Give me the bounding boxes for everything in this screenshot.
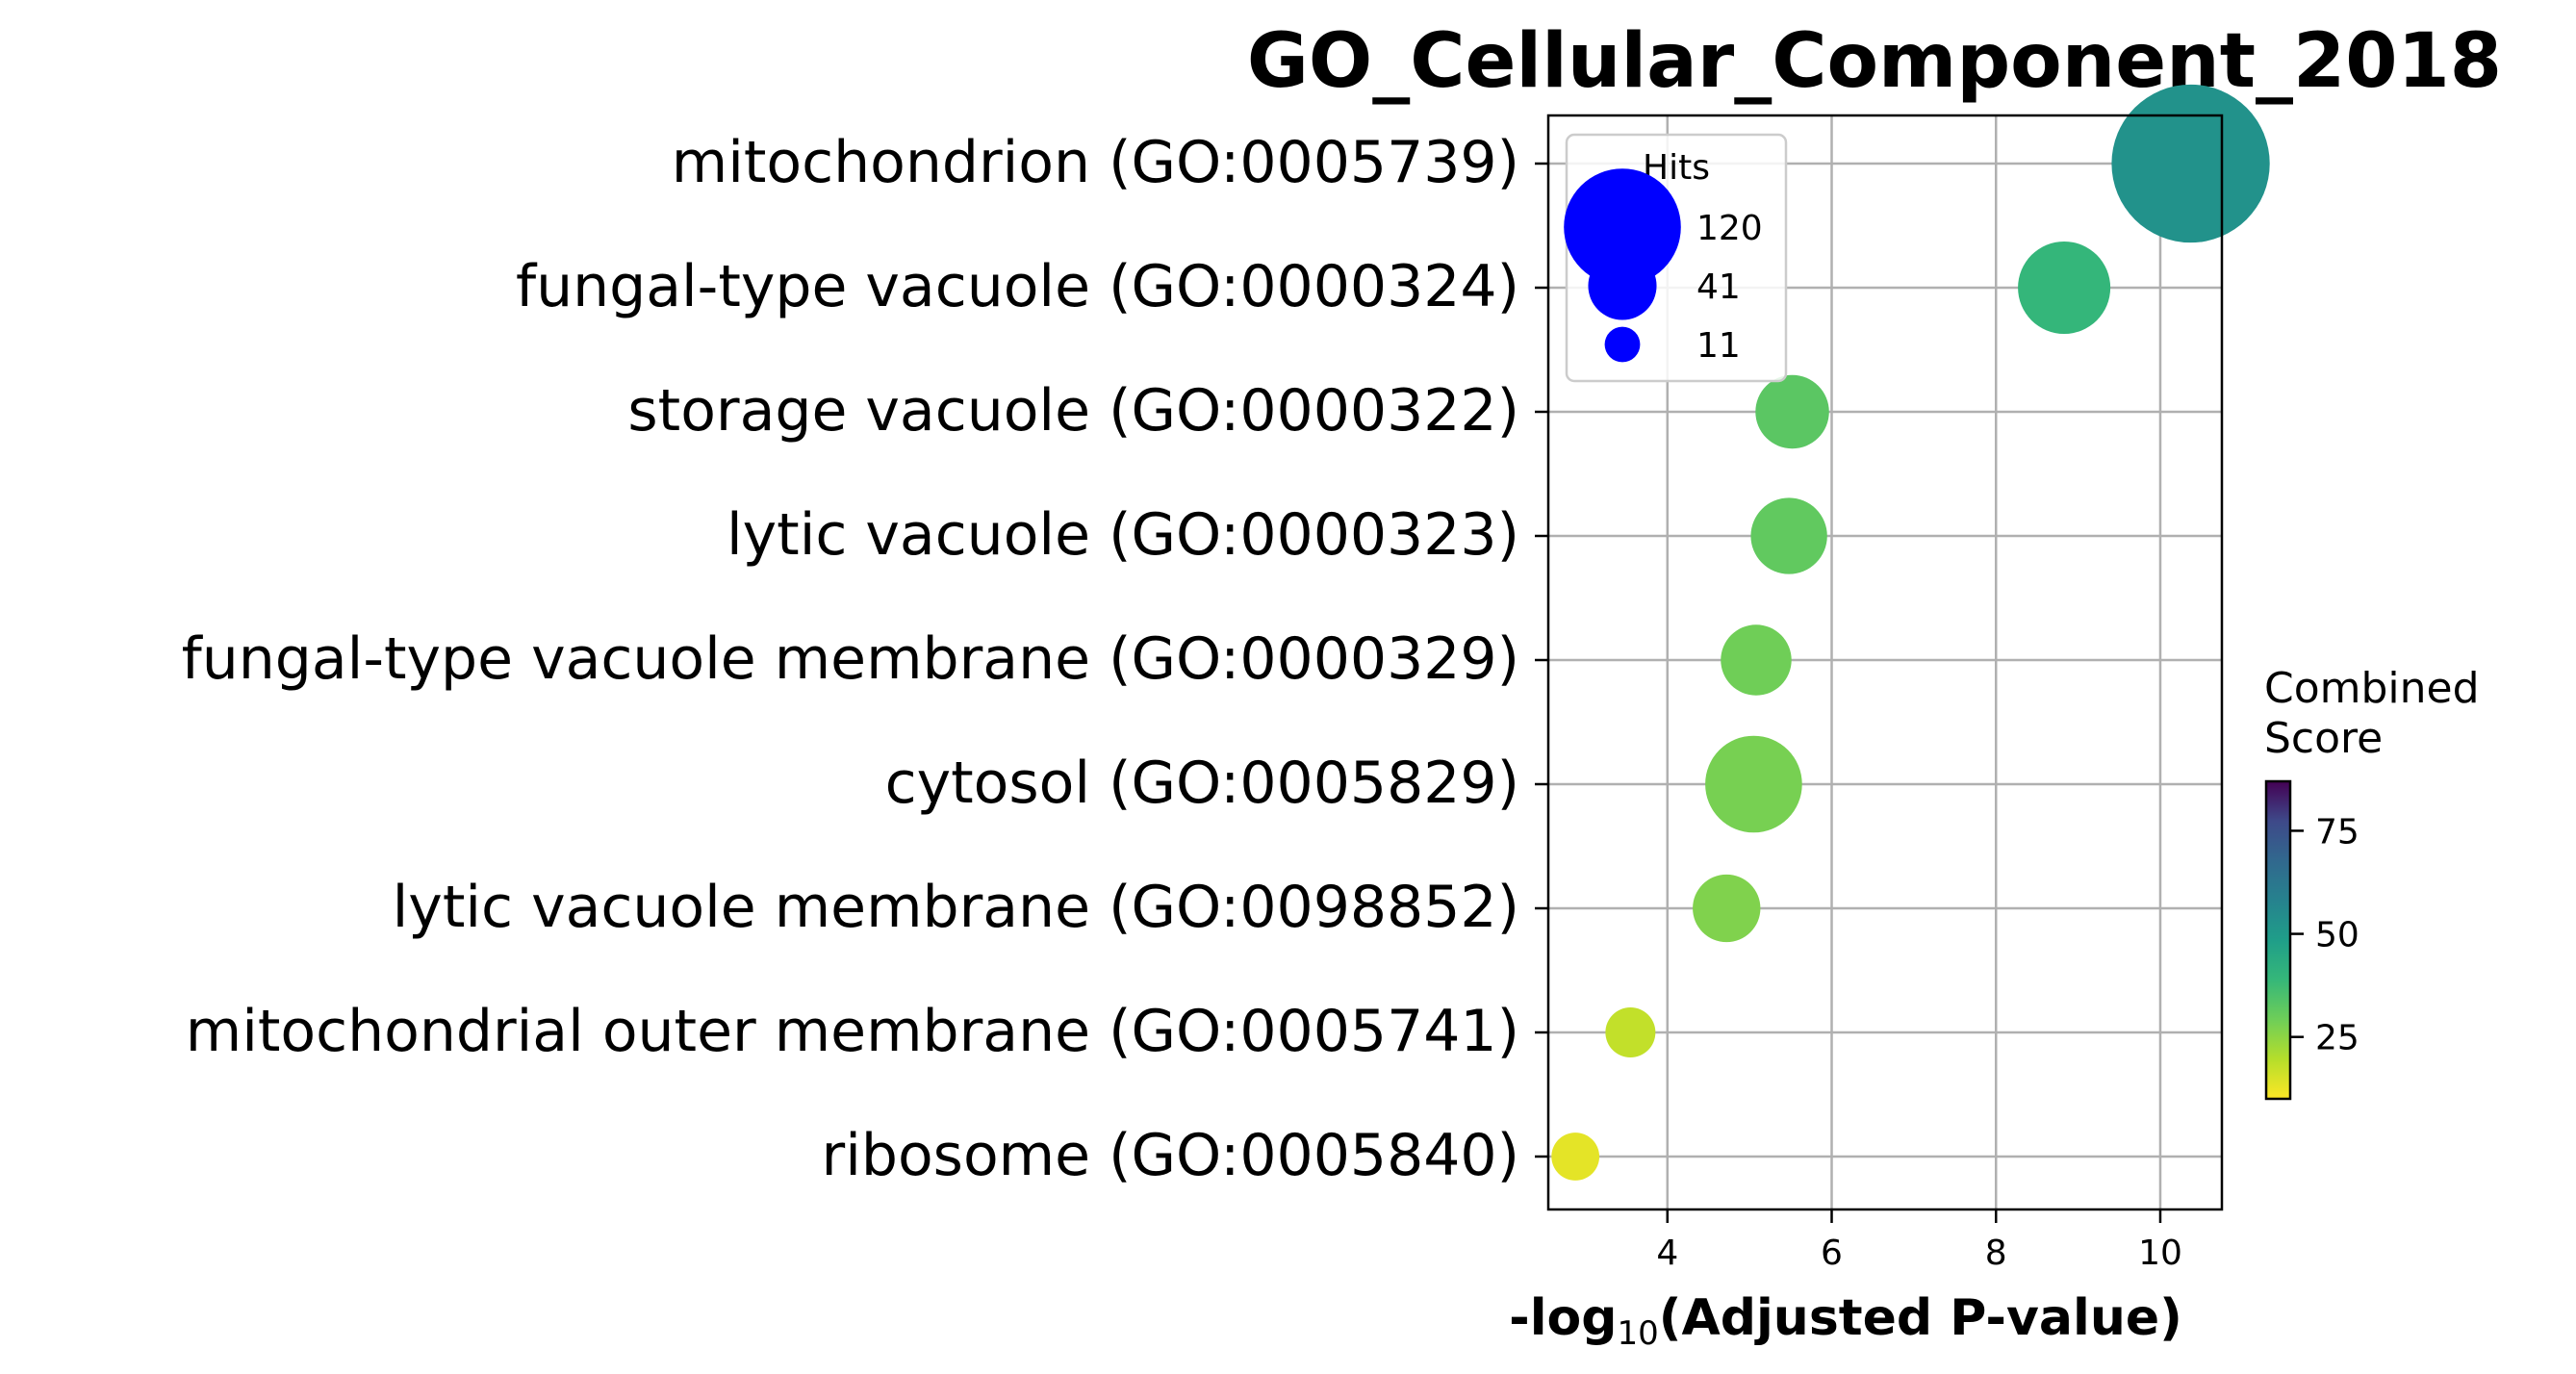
- x-axis-label-prefix: -log: [1509, 1289, 1617, 1347]
- legend-marker: [1564, 168, 1681, 286]
- colorbar-title-line2: Score: [2264, 714, 2383, 763]
- legend-entry-label: 11: [1696, 326, 1741, 366]
- term-label: cytosol (GO:0005829): [885, 750, 1519, 817]
- x-axis-label-suffix: (Adjusted P-value): [1659, 1289, 2182, 1347]
- chart-title: GO_Cellular_Component_2018: [1247, 18, 2502, 105]
- x-tick-label: 4: [1656, 1234, 1678, 1273]
- colorbar-tick-label: 25: [2315, 1019, 2359, 1058]
- legend-entry-label: 120: [1696, 209, 1763, 248]
- term-point: [1551, 1132, 1600, 1181]
- term-point: [1693, 874, 1761, 943]
- colorbar: Combined Score 25 50 75: [2264, 664, 2480, 1101]
- term-label: storage vacuole (GO:0000322): [627, 377, 1519, 445]
- x-tick-label: 8: [1985, 1234, 2007, 1273]
- legend-marker: [1588, 251, 1657, 320]
- data-points: [1551, 84, 2270, 1181]
- y-axis-term-labels: mitochondrion (GO:0005739) fungal-type va…: [182, 129, 1548, 1189]
- term-label: lytic vacuole (GO:0000323): [727, 501, 1519, 569]
- term-label: ribosome (GO:0005840): [822, 1122, 1519, 1189]
- term-label: mitochondrial outer membrane (GO:0005741…: [186, 998, 1519, 1065]
- term-point: [2018, 241, 2111, 335]
- x-tick-label: 10: [2138, 1234, 2182, 1273]
- colorbar-gradient: [2264, 779, 2292, 1101]
- legend-marker: [1604, 326, 1641, 363]
- term-label: fungal-type vacuole membrane (GO:0000329…: [182, 625, 1519, 693]
- colorbar-tick-label: 50: [2315, 916, 2359, 955]
- x-axis-label-subscript: 10: [1617, 1314, 1658, 1353]
- term-label: fungal-type vacuole (GO:0000324): [516, 253, 1519, 320]
- term-point: [1755, 374, 1829, 449]
- x-axis-label: -log10(Adjusted P-value): [1509, 1289, 2182, 1353]
- term-point: [1721, 624, 1792, 696]
- colorbar-ticks: 25 50 75: [2290, 812, 2359, 1058]
- x-tick-label: 6: [1821, 1234, 1843, 1273]
- term-point: [2111, 84, 2270, 243]
- term-point: [1750, 497, 1827, 574]
- x-axis-ticks: 4 6 8 10: [1656, 1209, 2182, 1273]
- legend-entry-label: 41: [1696, 267, 1741, 307]
- colorbar-title-line1: Combined: [2264, 664, 2480, 713]
- axes-frame: [1546, 114, 2224, 1211]
- legend-entries: 120 41 11: [1564, 168, 1763, 366]
- term-point: [1705, 735, 1802, 833]
- term-label: lytic vacuole membrane (GO:0098852): [393, 874, 1519, 941]
- term-point: [1605, 1007, 1656, 1057]
- term-label: mitochondrion (GO:0005739): [672, 129, 1519, 196]
- colorbar-tick-label: 75: [2315, 812, 2359, 852]
